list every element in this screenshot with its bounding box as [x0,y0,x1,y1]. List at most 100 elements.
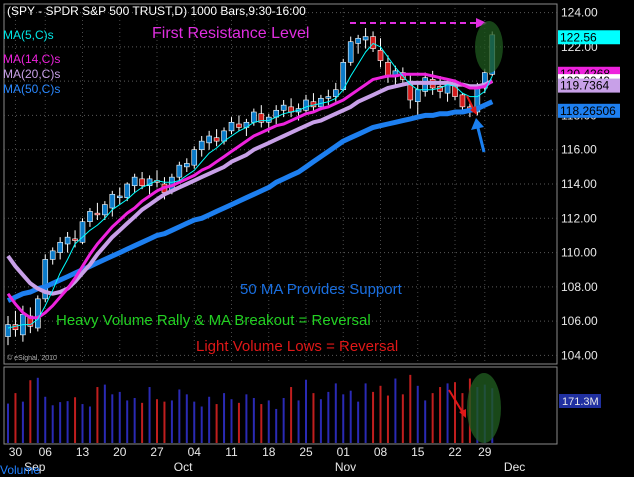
candle-body [228,121,235,132]
volume-bar [223,393,226,443]
candle-body [459,94,466,108]
ma50-support-label: 50 MA Provides Support [240,281,403,298]
date-tick-label: 15 [411,445,425,459]
candle-body [481,72,488,89]
last-value-label: 118.26506 [560,104,616,118]
volume-bar [29,380,32,443]
volume-panel-title: Volume [0,463,40,477]
ma-line-ma14 [6,72,494,320]
volume-bar [364,383,367,443]
last-value-badge [558,78,620,93]
volume-bar [163,401,166,443]
month-label: Dec [504,460,525,474]
volume-bar [379,385,382,443]
candle-body [377,49,384,61]
candle-body [414,89,421,103]
price-down-arrow-head [470,106,477,115]
candle-body [325,96,332,99]
candle-body [131,176,138,187]
volume-bar [297,400,300,443]
date-tick-label: 06 [39,445,53,459]
breakout-highlight-ellipse [475,21,503,73]
volume-bar [170,400,173,443]
chart-title: (SPY - SPDR S&P 500 TRUST,D) 1000 Bars,9… [7,4,306,18]
volume-bar [349,390,352,443]
candle-body [385,61,391,77]
price-tick-label: 112.00 [561,211,597,225]
candle-body [370,36,376,49]
volume-panel: 171.3M [3,366,601,445]
volume-bar [66,401,69,443]
volume-bar [118,391,121,443]
volume-bar [21,401,24,443]
volume-bar [96,387,99,443]
volume-bar [133,397,136,443]
price-tick-label: 110.00 [561,246,597,260]
volume-bar [319,399,322,443]
volume-bar [252,397,255,443]
volume-bar [461,393,464,443]
volume-bar [372,391,375,443]
price-candles [5,28,496,346]
candle-body [332,89,339,97]
date-tick-label: 11 [225,445,238,459]
price-tick-label: 124.00 [561,6,598,20]
volume-bar [401,394,404,443]
copyright-label: © eSignal, 2010 [7,354,57,362]
volume-panel-frame [3,366,558,445]
candle-body [206,135,212,144]
candle-body [72,238,78,241]
date-tick-label: 25 [299,445,313,459]
ma-line-ma20 [6,79,494,296]
moving-average-lines [6,42,494,329]
volume-bar [208,396,211,443]
month-label: Sep [24,460,46,474]
volume-bar [156,399,158,443]
candle-body [146,178,153,187]
legend-ma50: MA(50,C)s [3,82,60,96]
price-panel: 124.00122.00120.00118.00116.00114.00112.… [3,3,620,444]
volume-bar [59,402,62,443]
volume-bar [416,385,419,443]
candle-body [347,41,354,63]
date-tick-label: 04 [188,445,202,459]
candle-body [64,236,71,245]
price-tick-label: 108.00 [561,280,598,294]
volume-bar [424,400,427,443]
candle-body [109,193,116,209]
support-arrow-shaft [476,127,486,153]
volume-value-badge [559,394,601,408]
volume-bar [342,394,345,443]
volume-bar [267,400,270,443]
candle-body [5,324,11,337]
volume-bar [36,377,39,443]
volume-bar [305,379,307,443]
price-tick-label: 106.00 [561,314,598,328]
heavy-volume-label: Heavy Volume Rally & MA Breakout = Rever… [56,312,371,329]
volume-bar [81,404,84,443]
volume-bar [237,402,240,443]
volume-bar [260,404,263,443]
candle-body [34,298,41,329]
volume-bar [200,406,203,443]
candle-body [57,241,63,253]
volume-bars [7,374,494,443]
price-tick-label: 104.00 [561,348,598,362]
volume-bar [103,384,106,443]
month-label: Oct [174,460,193,474]
volume-bar [178,389,181,443]
volume-bar [141,402,144,443]
annotations: First Resistance Level 50 MA Provides Su… [56,18,503,443]
ma-line-ma5 [7,42,493,329]
candle-body [176,164,183,178]
volume-bar [312,393,315,443]
volume-bar [126,400,129,443]
volume-bar [409,374,412,443]
volume-bar [454,382,456,443]
candle-body [258,113,265,123]
candle-body [236,123,242,128]
volume-value-label: 171.3M [562,396,599,408]
volume-bar [74,397,77,443]
support-arrow-head [471,118,484,130]
